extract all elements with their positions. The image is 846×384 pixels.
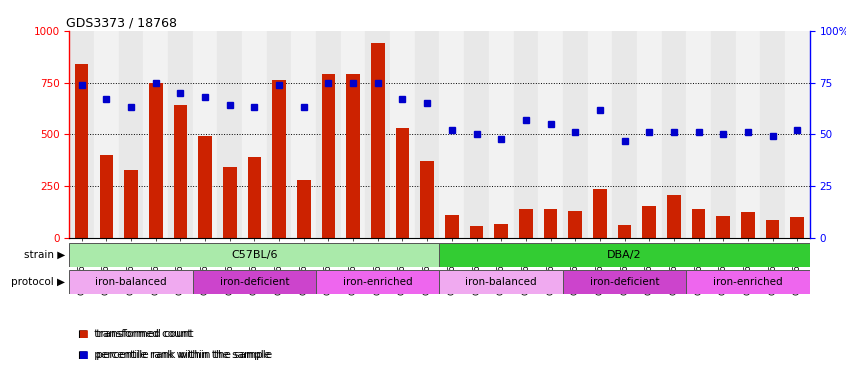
Bar <box>514 31 538 238</box>
Text: percentile rank within the sample: percentile rank within the sample <box>93 350 272 360</box>
Bar <box>390 31 415 238</box>
Bar <box>569 211 582 238</box>
Bar <box>741 212 755 238</box>
Text: strain ▶: strain ▶ <box>24 250 65 260</box>
Bar <box>686 270 810 294</box>
Bar <box>316 270 440 294</box>
Bar <box>538 31 563 238</box>
Text: ■: ■ <box>78 350 88 360</box>
Bar <box>464 31 489 238</box>
Bar <box>790 217 804 238</box>
Bar <box>489 31 514 238</box>
Bar <box>193 270 316 294</box>
Bar <box>365 31 390 238</box>
Bar <box>519 209 533 238</box>
Bar <box>642 206 656 238</box>
Bar <box>494 223 508 238</box>
Bar <box>248 157 261 238</box>
Bar <box>223 167 237 238</box>
Bar <box>415 31 439 238</box>
Bar <box>618 225 631 238</box>
Bar <box>242 31 266 238</box>
Bar <box>143 31 168 238</box>
Text: ■  transformed count: ■ transformed count <box>78 329 191 339</box>
Bar <box>711 31 735 238</box>
Bar <box>440 270 563 294</box>
Bar <box>440 243 810 267</box>
Bar <box>291 31 316 238</box>
Text: iron-enriched: iron-enriched <box>343 277 413 287</box>
Bar <box>563 270 686 294</box>
Bar <box>217 31 242 238</box>
Text: DBA/2: DBA/2 <box>607 250 642 260</box>
Bar <box>321 74 335 238</box>
Text: transformed count: transformed count <box>93 329 194 339</box>
Bar <box>692 209 706 238</box>
Bar <box>420 161 434 238</box>
Bar <box>193 31 217 238</box>
Bar <box>69 270 193 294</box>
Bar <box>587 31 613 238</box>
Bar <box>198 136 212 238</box>
Bar <box>266 31 291 238</box>
Bar <box>341 31 365 238</box>
Bar <box>69 31 94 238</box>
Text: ■  percentile rank within the sample: ■ percentile rank within the sample <box>78 350 270 360</box>
Bar <box>297 180 310 238</box>
Bar <box>785 31 810 238</box>
Bar <box>69 243 440 267</box>
Bar <box>735 31 761 238</box>
Bar <box>717 216 730 238</box>
Bar <box>761 31 785 238</box>
Text: iron-balanced: iron-balanced <box>465 277 537 287</box>
Bar <box>544 209 558 238</box>
Bar <box>593 189 607 238</box>
Bar <box>124 170 138 238</box>
Bar <box>396 128 409 238</box>
Bar <box>766 220 779 238</box>
Bar <box>100 155 113 238</box>
Text: iron-balanced: iron-balanced <box>96 277 167 287</box>
Bar <box>316 31 341 238</box>
Bar <box>662 31 686 238</box>
Bar <box>272 81 286 238</box>
Text: C57BL/6: C57BL/6 <box>231 250 277 260</box>
Bar <box>470 226 483 238</box>
Bar <box>118 31 143 238</box>
Text: iron-deficient: iron-deficient <box>590 277 659 287</box>
Bar <box>149 83 162 238</box>
Bar <box>371 43 385 238</box>
Text: ■: ■ <box>78 329 88 339</box>
Bar <box>173 105 187 238</box>
Bar <box>75 64 89 238</box>
Bar <box>439 31 464 238</box>
Text: iron-enriched: iron-enriched <box>713 277 783 287</box>
Bar <box>686 31 711 238</box>
Bar <box>94 31 118 238</box>
Bar <box>637 31 662 238</box>
Text: protocol ▶: protocol ▶ <box>11 277 65 287</box>
Text: GDS3373 / 18768: GDS3373 / 18768 <box>66 17 177 30</box>
Bar <box>445 215 459 238</box>
Bar <box>346 74 360 238</box>
Text: iron-deficient: iron-deficient <box>220 277 289 287</box>
Bar <box>168 31 193 238</box>
Bar <box>613 31 637 238</box>
Bar <box>667 195 681 238</box>
Bar <box>563 31 587 238</box>
